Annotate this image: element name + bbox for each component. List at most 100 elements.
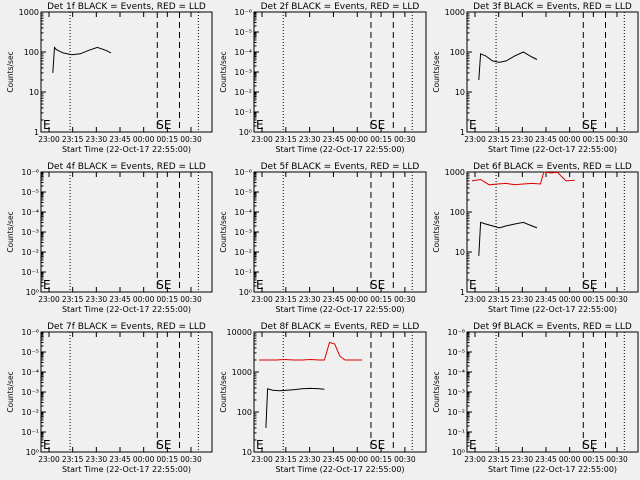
x-axis-label: Start Time (22-Oct-17 22:55:00) [275, 305, 404, 314]
plot-frame [40, 331, 213, 453]
plot-frame [40, 171, 213, 293]
annotation-se: SE [582, 278, 597, 292]
x-tick-label: 23:30 [86, 295, 108, 304]
detector-panel-7: Det 7f BLACK = Events, RED = LLD 10⁰ 10⁻¹ 1… [6, 322, 213, 474]
x-tick-label: 23:15 [62, 295, 84, 304]
y-tick-label: 10⁻⁴ [234, 48, 252, 57]
x-axis-label: Start Time (22-Oct-17 22:55:00) [275, 465, 404, 474]
x-tick-label: 00:00 [559, 295, 581, 304]
annotation-e: E [43, 438, 51, 452]
y-tick-label: 1000 [232, 368, 252, 377]
panel-title: Det 4f BLACK = Events, RED = LLD [47, 162, 206, 172]
y-tick-label: 10000 [227, 328, 252, 337]
x-tick-label: 00:30 [606, 455, 628, 464]
x-tick-label: 00:15 [370, 295, 392, 304]
x-tick-label: 00:00 [133, 295, 155, 304]
x-tick-label: 23:45 [535, 455, 557, 464]
annotation-se: SE [156, 438, 171, 452]
x-tick-label: 00:15 [157, 135, 179, 144]
x-tick-label: 00:00 [133, 455, 155, 464]
x-tick-label: 00:30 [606, 295, 628, 304]
detector-panel-6: Det 6f BLACK = Events, RED = LLD 1 10 100 10… [432, 162, 639, 314]
annotation-e: E [256, 118, 264, 132]
events-series-line [265, 387, 325, 428]
x-tick-label: 23:30 [299, 295, 321, 304]
y-tick-label: 10⁻⁴ [447, 368, 465, 377]
panel-title: Det 8f BLACK = Events, RED = LLD [261, 322, 420, 332]
x-tick-label: 00:00 [559, 135, 581, 144]
detector-panel-9: Det 9f BLACK = Events, RED = LLD 10⁰ 10⁻¹ 1… [432, 322, 639, 474]
annotation-se: SE [156, 118, 171, 132]
x-tick-label: 23:15 [488, 135, 510, 144]
y-axis-label: Counts/sec [432, 211, 441, 252]
y-tick-label: 1 [34, 128, 39, 137]
x-tick-label: 00:15 [370, 455, 392, 464]
x-tick-label: 00:15 [583, 135, 605, 144]
detector-panel-1: Det 1f BLACK = Events, RED = LLD 1 10 100 10… [6, 2, 213, 154]
x-tick-label: 23:30 [512, 295, 534, 304]
x-tick-label: 23:15 [62, 135, 84, 144]
y-axis-label: Counts/sec [432, 371, 441, 412]
x-tick-label: 23:00 [38, 135, 60, 144]
y-tick-label: 1000 [445, 8, 465, 17]
y-axis-label: Counts/sec [6, 51, 15, 92]
x-tick-label: 00:15 [583, 455, 605, 464]
plot-frame [466, 171, 639, 293]
y-tick-label: 10⁰ [239, 288, 252, 297]
y-tick-label: 10⁻³ [21, 228, 39, 237]
x-tick-label: 00:15 [157, 455, 179, 464]
x-tick-label: 23:30 [299, 455, 321, 464]
x-tick-label: 23:00 [251, 455, 273, 464]
x-tick-label: 23:30 [299, 135, 321, 144]
x-tick-label: 23:00 [464, 295, 486, 304]
y-tick-label: 10⁻⁶ [234, 168, 252, 177]
x-tick-label: 23:15 [275, 135, 297, 144]
x-tick-label: 23:00 [38, 455, 60, 464]
x-tick-label: 23:45 [535, 135, 557, 144]
panel-title: Det 9f BLACK = Events, RED = LLD [473, 322, 632, 332]
events-series-line [478, 51, 538, 81]
plot-frame [466, 331, 639, 453]
y-tick-label: 10⁰ [239, 128, 252, 137]
events-series-line [52, 46, 112, 73]
lld-series-line [471, 171, 575, 186]
x-tick-label: 00:00 [346, 135, 368, 144]
x-tick-label: 00:15 [370, 135, 392, 144]
x-tick-label: 23:15 [488, 295, 510, 304]
y-axis-label: Counts/sec [219, 51, 228, 92]
y-tick-label: 10 [242, 448, 252, 457]
x-tick-label: 23:45 [323, 295, 345, 304]
detector-panel-4: Det 4f BLACK = Events, RED = LLD 10⁰ 10⁻¹ 1… [6, 162, 213, 314]
x-axis-label: Start Time (22-Oct-17 22:55:00) [62, 465, 191, 474]
x-tick-label: 23:45 [323, 135, 345, 144]
x-tick-label: 23:45 [109, 455, 131, 464]
y-tick-label: 10 [29, 88, 39, 97]
y-tick-label: 10 [455, 248, 465, 257]
events-series-line [478, 221, 538, 256]
plot-frame [40, 11, 213, 133]
annotation-e: E [469, 118, 477, 132]
x-tick-label: 23:30 [512, 455, 534, 464]
x-tick-label: 23:45 [323, 455, 345, 464]
y-tick-label: 10⁻⁶ [21, 328, 39, 337]
x-tick-label: 23:15 [275, 295, 297, 304]
x-axis-label: Start Time (22-Oct-17 22:55:00) [488, 305, 617, 314]
annotation-e: E [469, 278, 477, 292]
x-tick-label: 23:15 [62, 455, 84, 464]
detector-panel-8: Det 8f BLACK = Events, RED = LLD 10 100 100… [219, 322, 427, 474]
x-axis-label: Start Time (22-Oct-17 22:55:00) [488, 465, 617, 474]
annotation-se: SE [156, 278, 171, 292]
y-tick-label: 1000 [445, 168, 465, 177]
x-tick-label: 23:00 [251, 135, 273, 144]
y-tick-label: 10⁰ [26, 288, 39, 297]
y-tick-label: 10⁻⁴ [21, 208, 39, 217]
x-tick-label: 00:30 [394, 295, 416, 304]
x-axis-label: Start Time (22-Oct-17 22:55:00) [62, 145, 191, 154]
x-axis-label: Start Time (22-Oct-17 22:55:00) [275, 145, 404, 154]
annotation-e: E [43, 278, 51, 292]
y-tick-label: 10⁻¹ [21, 268, 39, 277]
plot-frame [253, 171, 427, 293]
x-tick-label: 00:00 [559, 455, 581, 464]
x-tick-label: 23:30 [86, 455, 108, 464]
